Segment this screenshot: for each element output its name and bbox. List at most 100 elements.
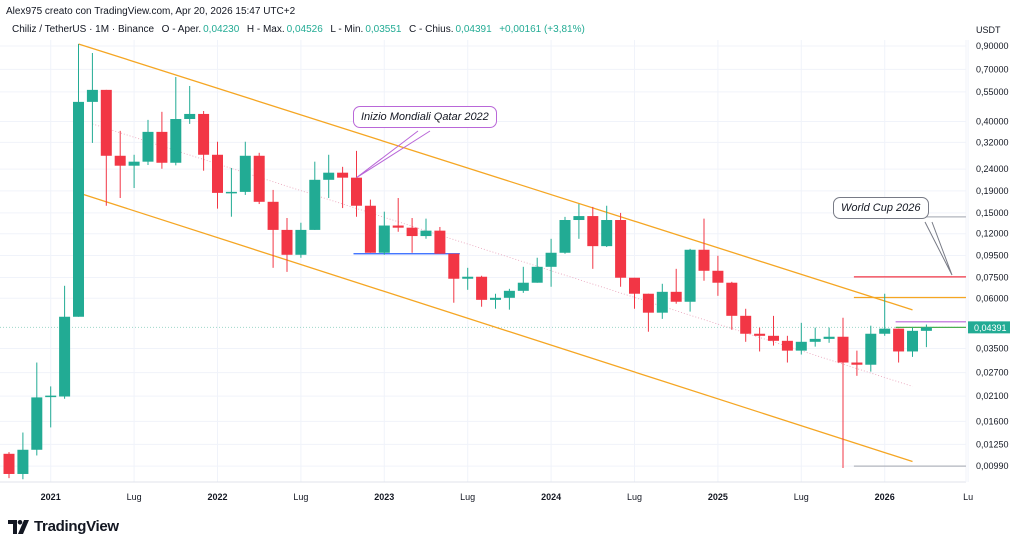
candle[interactable] <box>531 257 543 283</box>
candle[interactable] <box>587 206 599 269</box>
callout-world-cup-2026[interactable]: World Cup 2026 <box>833 197 929 219</box>
candle[interactable] <box>198 110 210 171</box>
candle-body <box>754 333 766 336</box>
candle[interactable] <box>3 452 15 479</box>
candle[interactable] <box>837 317 849 469</box>
price-tick-label: 0,70000 <box>976 64 1009 74</box>
candle[interactable] <box>684 248 696 312</box>
candle-body <box>3 453 15 474</box>
candle[interactable] <box>156 111 168 169</box>
candle-body <box>323 172 335 180</box>
candle[interactable] <box>267 189 279 268</box>
candle[interactable] <box>781 335 793 363</box>
candle[interactable] <box>503 288 515 310</box>
candle[interactable] <box>170 77 182 166</box>
candle[interactable] <box>865 325 877 372</box>
candle[interactable] <box>184 85 196 124</box>
price-tick-label: 0,09500 <box>976 250 1009 260</box>
candle[interactable] <box>726 281 738 330</box>
candle[interactable] <box>545 238 557 287</box>
candle[interactable] <box>295 222 307 258</box>
candle[interactable] <box>629 277 640 309</box>
candle[interactable] <box>712 255 724 296</box>
candle[interactable] <box>59 285 71 399</box>
candle[interactable] <box>656 283 668 319</box>
candle-body <box>156 131 168 163</box>
candle[interactable] <box>740 308 752 342</box>
candle[interactable] <box>670 268 682 304</box>
price-tick-label: 0,00990 <box>976 461 1009 471</box>
candle[interactable] <box>768 315 779 346</box>
candle[interactable] <box>698 218 710 281</box>
candle[interactable] <box>615 212 627 287</box>
candle[interactable] <box>225 167 237 217</box>
candle[interactable] <box>642 293 654 332</box>
time-axis[interactable]: 2021 Lug 2022 Lug 2023 Lug 2024 Lug 2025 Lug 2026 L… <box>41 492 973 502</box>
candle[interactable] <box>559 216 571 254</box>
channel-upper-trendline[interactable] <box>78 43 913 311</box>
candle-body <box>309 179 321 230</box>
candle[interactable] <box>253 152 265 205</box>
time-tick-label: 2024 <box>541 492 561 502</box>
candle[interactable] <box>517 266 529 293</box>
candle[interactable] <box>462 267 474 290</box>
candle[interactable] <box>434 226 446 254</box>
candle[interactable] <box>448 253 460 303</box>
candle[interactable] <box>31 362 43 456</box>
candle[interactable] <box>879 293 891 336</box>
candle[interactable] <box>920 324 932 348</box>
close-value: 0,04391 <box>455 24 492 35</box>
callout-qatar-2022[interactable]: Inizio Mondiali Qatar 2022 <box>353 106 497 128</box>
candle[interactable] <box>392 198 404 232</box>
candle[interactable] <box>281 218 293 272</box>
candle[interactable] <box>490 293 501 309</box>
candle[interactable] <box>128 154 140 188</box>
candle[interactable] <box>378 211 390 255</box>
candle-body <box>392 225 404 228</box>
price-axis[interactable]: USDT 0,90000 0,70000 0,55000 0,40000 0,32000 0… <box>968 25 1010 471</box>
high-label: H - Max. <box>246 24 285 35</box>
candle-body <box>503 290 515 298</box>
candle[interactable] <box>364 199 376 253</box>
candle[interactable] <box>73 43 84 317</box>
candle[interactable] <box>45 386 57 428</box>
candle[interactable] <box>809 327 821 347</box>
candle[interactable] <box>601 205 613 248</box>
candle[interactable] <box>351 150 362 217</box>
candle[interactable] <box>573 204 585 239</box>
candle[interactable] <box>17 432 29 480</box>
candle-body <box>865 333 877 365</box>
candle-body <box>364 205 376 253</box>
candle[interactable] <box>907 327 918 357</box>
symbol-label[interactable]: Chiliz / TetherUS · 1M · Binance <box>12 24 155 35</box>
candle[interactable] <box>795 322 807 355</box>
open-value: 0,04230 <box>203 24 240 35</box>
candle[interactable] <box>893 328 905 363</box>
channel-mid-trendline[interactable] <box>92 123 913 387</box>
candle[interactable] <box>851 350 863 376</box>
candle-body <box>225 191 237 194</box>
candle[interactable] <box>100 89 112 206</box>
candle[interactable] <box>406 218 418 253</box>
candle[interactable] <box>323 154 335 199</box>
channel-lower-trendline[interactable] <box>78 192 913 463</box>
candle-body <box>100 89 112 156</box>
candle-body <box>114 155 126 166</box>
candle[interactable] <box>212 141 223 209</box>
high-value: 0,04526 <box>286 24 323 35</box>
candle[interactable] <box>86 52 98 143</box>
candle[interactable] <box>142 119 154 165</box>
candle[interactable] <box>239 141 251 195</box>
candle[interactable] <box>823 327 835 343</box>
candle-body <box>684 249 696 302</box>
candle[interactable] <box>309 161 321 230</box>
candle[interactable] <box>114 130 126 199</box>
candle[interactable] <box>420 218 432 239</box>
candle[interactable] <box>754 327 766 352</box>
candle-body <box>545 252 557 267</box>
tradingview-logo[interactable]: TradingView <box>8 518 119 535</box>
candle-body <box>267 201 279 230</box>
candle[interactable] <box>476 275 488 307</box>
candle[interactable] <box>337 166 349 209</box>
